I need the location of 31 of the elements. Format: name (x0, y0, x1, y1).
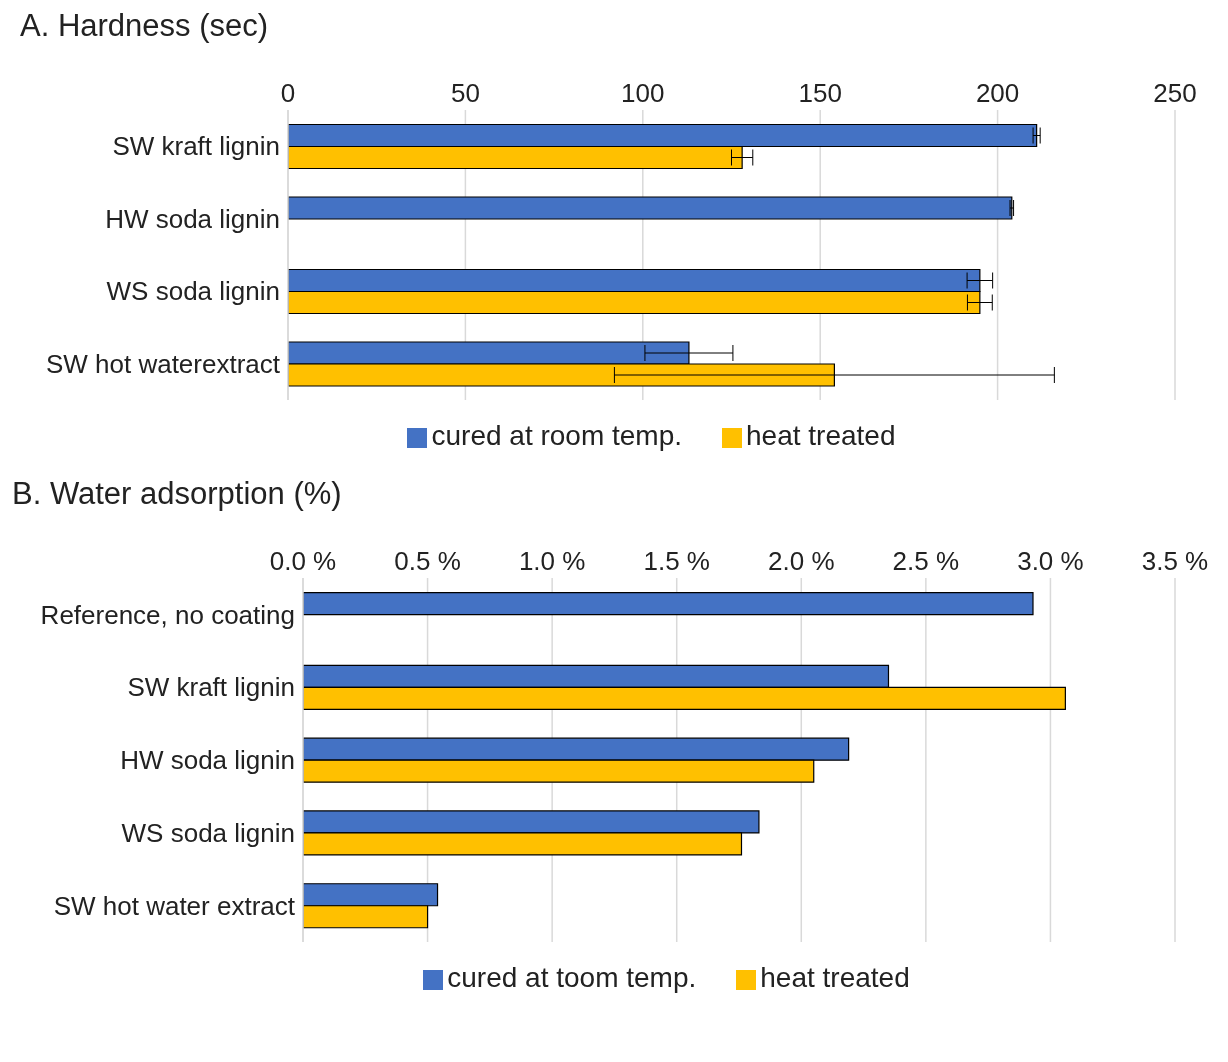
chart-title: A. Hardness (sec) (19, 8, 270, 45)
y-tick-label: SW hot water extract (53, 890, 296, 921)
x-tick-label: 200 (975, 78, 1020, 108)
y-tick-label: SW kraft lignin (112, 131, 280, 162)
legend-label: heat treated (746, 420, 896, 451)
x-tick-label: 0 (280, 78, 296, 108)
legend-label: cured at toom temp. (447, 962, 697, 993)
x-tick-label: 1.5 % (643, 546, 710, 576)
y-tick-label: WS soda lignin (121, 818, 295, 849)
x-tick-label: 2.5 % (892, 546, 960, 576)
chart-title: B. Water adsorption (%) (11, 476, 343, 513)
x-tick-label: 1.0 % (518, 546, 586, 576)
y-tick-label: SW hot waterextract (45, 348, 281, 379)
x-tick-label: 2.0 % (768, 546, 835, 576)
y-tick-label: HW soda lignin (120, 745, 295, 776)
x-tick-label: 250 (1153, 78, 1197, 108)
bar (303, 591, 1034, 616)
y-tick-label: WS soda lignin (106, 276, 280, 307)
y-tick-label: Reference, no coating (40, 599, 295, 630)
legend-label: cured at room temp. (431, 420, 683, 451)
x-tick-label: 50 (450, 78, 480, 108)
legend-label: heat treated (760, 962, 910, 993)
y-tick-label: HW soda lignin (105, 203, 280, 234)
x-tick-label: 100 (621, 78, 665, 108)
x-tick-label: 3.0 % (1017, 546, 1084, 576)
x-tick-label: 0.0 % (269, 546, 337, 576)
x-tick-label: 0.5 % (394, 546, 461, 576)
y-tick-label: SW kraft lignin (127, 672, 295, 703)
x-tick-label: 150 (798, 78, 842, 108)
x-tick-label: 3.5 % (1141, 546, 1209, 576)
bar (288, 196, 1013, 220)
